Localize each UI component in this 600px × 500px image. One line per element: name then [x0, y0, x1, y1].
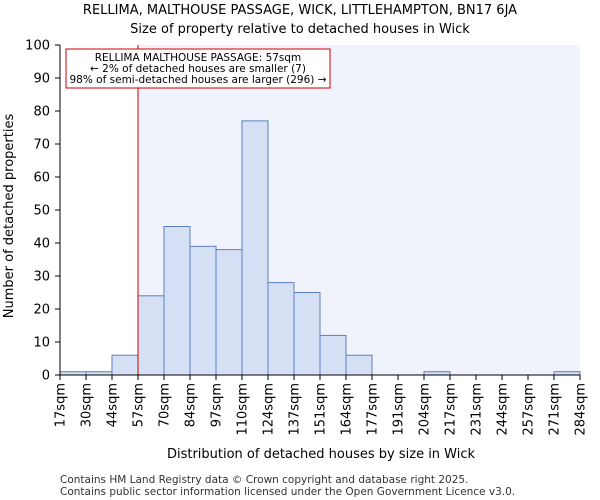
- annotation-line-3: 98% of semi-detached houses are larger (…: [70, 74, 327, 86]
- histogram-bar: [111, 354, 139, 376]
- histogram-bar: [241, 120, 269, 376]
- y-tick-label: 30: [33, 270, 50, 285]
- y-tick-label: 70: [33, 138, 50, 153]
- y-tick-label: 60: [33, 171, 50, 186]
- chart-title: RELLIMA, MALTHOUSE PASSAGE, WICK, LITTLE…: [83, 3, 517, 18]
- x-tick-label: 124sqm: [262, 383, 277, 436]
- histogram-bar: [163, 226, 191, 376]
- histogram-bar: [293, 292, 321, 376]
- x-tick-label: 244sqm: [496, 383, 511, 436]
- x-tick-label: 151sqm: [314, 383, 329, 436]
- x-tick-label: 30sqm: [80, 383, 95, 427]
- x-tick-label: 84sqm: [184, 383, 199, 427]
- y-tick-label: 100: [25, 39, 50, 54]
- footer-line-2: Contains public sector information licen…: [60, 486, 515, 498]
- histogram-bar: [319, 334, 347, 376]
- x-tick-label: 177sqm: [366, 383, 381, 436]
- x-tick-label: 204sqm: [418, 383, 433, 436]
- histogram-bar: [189, 245, 217, 376]
- histogram-bar: [215, 249, 243, 376]
- y-tick-label: 90: [33, 72, 50, 87]
- x-tick-label: 110sqm: [236, 383, 251, 436]
- histogram-bar: [345, 354, 373, 376]
- y-tick-label: 0: [42, 369, 50, 384]
- x-tick-label: 17sqm: [54, 383, 69, 427]
- x-tick-label: 164sqm: [340, 383, 355, 436]
- x-tick-label: 284sqm: [574, 383, 589, 436]
- x-tick-label: 57sqm: [132, 383, 147, 427]
- x-tick-label: 217sqm: [444, 383, 459, 436]
- annotation-box: RELLIMA MALTHOUSE PASSAGE: 57sqm ← 2% of…: [65, 48, 331, 89]
- y-tick-label: 40: [33, 237, 50, 252]
- x-axis-title: Distribution of detached houses by size …: [167, 447, 476, 462]
- footer-line-1: Contains HM Land Registry data © Crown c…: [60, 474, 468, 486]
- x-tick-label: 70sqm: [158, 383, 173, 427]
- chart-subtitle: Size of property relative to detached ho…: [130, 22, 470, 37]
- x-tick-label: 271sqm: [548, 383, 563, 436]
- x-tick-label: 44sqm: [106, 383, 121, 427]
- x-tick-label: 191sqm: [392, 383, 407, 436]
- x-tick-label: 257sqm: [522, 383, 537, 436]
- y-tick-label: 80: [33, 105, 50, 120]
- x-tick-label: 137sqm: [288, 383, 303, 436]
- x-tick-label: 97sqm: [210, 383, 225, 427]
- annotation-line-1: RELLIMA MALTHOUSE PASSAGE: 57sqm: [95, 52, 302, 64]
- y-tick-label: 50: [33, 204, 50, 219]
- annotation-line-2: ← 2% of detached houses are smaller (7): [90, 63, 306, 75]
- y-tick-label: 10: [33, 336, 50, 351]
- histogram-bar: [267, 282, 295, 376]
- y-axis-title: Number of detached properties: [2, 114, 17, 319]
- histogram-bar: [137, 295, 165, 376]
- y-tick-label: 20: [33, 303, 50, 318]
- x-tick-label: 231sqm: [470, 383, 485, 436]
